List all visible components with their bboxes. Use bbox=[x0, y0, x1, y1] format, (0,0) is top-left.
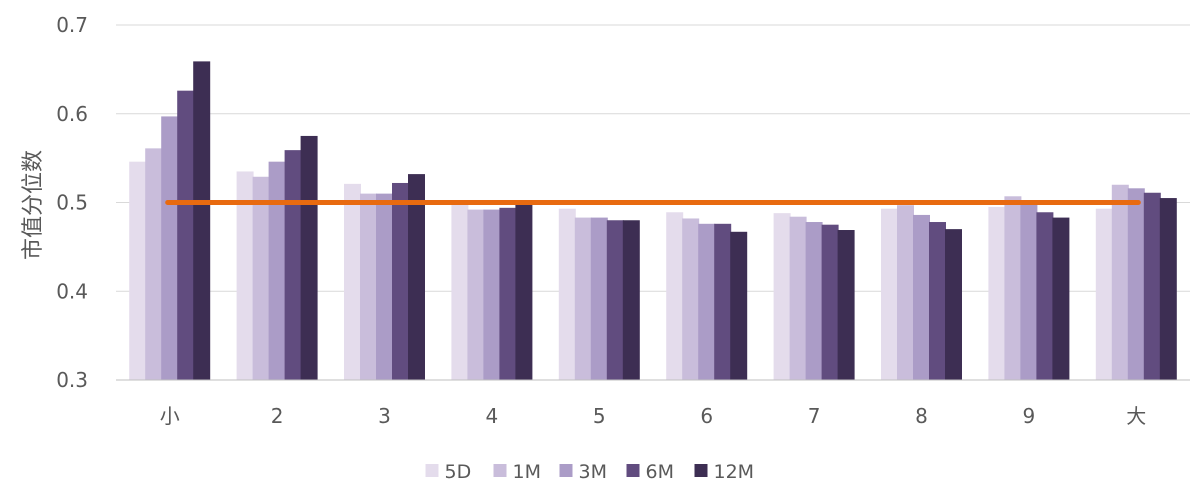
bar-12m-4 bbox=[515, 202, 533, 380]
bar-3m-3 bbox=[376, 193, 393, 380]
bars bbox=[129, 61, 1177, 381]
bar-1m-3 bbox=[360, 193, 377, 380]
bar-3m-5 bbox=[590, 217, 608, 380]
x-tick-label: 4 bbox=[486, 404, 499, 428]
x-tick-label: 9 bbox=[1023, 404, 1036, 428]
x-tick-label: 小 bbox=[160, 404, 180, 428]
legend-swatch-12m bbox=[694, 464, 708, 477]
bar-3m-6 bbox=[698, 223, 716, 380]
bar-6m-7 bbox=[821, 224, 839, 380]
bar-1m-5 bbox=[574, 217, 592, 380]
bar-1m-7 bbox=[789, 216, 807, 380]
bar-5d-9 bbox=[988, 206, 1006, 380]
bar-1m-1 bbox=[145, 148, 163, 380]
legend-swatch-1m bbox=[493, 464, 507, 477]
bar-12m-1 bbox=[193, 61, 211, 380]
y-tick-label: 0.7 bbox=[56, 13, 88, 37]
bar-12m-7 bbox=[837, 230, 855, 380]
x-tick-label: 8 bbox=[915, 404, 928, 428]
bar-5d-4 bbox=[451, 202, 469, 380]
y-axis-label: 市值分位数 bbox=[21, 150, 46, 260]
legend-label-3m: 3M bbox=[579, 461, 607, 483]
bar-6m-8 bbox=[929, 222, 946, 380]
bar-5d-2 bbox=[236, 171, 254, 380]
bar-12m-6 bbox=[730, 231, 748, 380]
bar-12m-2 bbox=[300, 135, 318, 380]
y-tick-label: 0.6 bbox=[56, 102, 88, 126]
x-tick-label: 7 bbox=[808, 404, 821, 428]
x-tick-label: 3 bbox=[378, 404, 391, 428]
bar-5d-10 bbox=[1095, 208, 1113, 380]
bar-12m-3 bbox=[408, 174, 425, 380]
bar-1m-10 bbox=[1111, 184, 1129, 380]
bar-3m-9 bbox=[1020, 201, 1038, 380]
legend-label-1m: 1M bbox=[513, 461, 541, 483]
bar-3m-2 bbox=[268, 161, 286, 380]
bar-5d-8 bbox=[881, 208, 898, 380]
bar-12m-9 bbox=[1052, 217, 1070, 380]
bar-12m-5 bbox=[622, 220, 640, 380]
legend-label-5d: 5D bbox=[445, 461, 472, 483]
bar-1m-4 bbox=[467, 209, 485, 380]
bar-3m-10 bbox=[1127, 188, 1145, 380]
bar-1m-8 bbox=[897, 205, 914, 380]
bar-5d-6 bbox=[666, 212, 684, 380]
legend-swatch-6m bbox=[626, 464, 640, 477]
bar-12m-8 bbox=[945, 229, 962, 380]
x-tick-label: 5 bbox=[593, 404, 606, 428]
bar-12m-10 bbox=[1159, 198, 1177, 380]
bar-5d-5 bbox=[558, 208, 576, 380]
x-tick-label: 大 bbox=[1126, 404, 1146, 428]
bar-6m-10 bbox=[1143, 192, 1161, 380]
bar-6m-4 bbox=[499, 207, 517, 380]
bar-5d-3 bbox=[344, 183, 361, 380]
bar-6m-2 bbox=[284, 150, 302, 380]
y-axis-ticks: 0.3 0.4 0.5 0.6 0.7 bbox=[56, 13, 88, 392]
x-tick-label: 2 bbox=[271, 404, 284, 428]
bar-6m-1 bbox=[177, 90, 195, 381]
bar-6m-9 bbox=[1036, 212, 1054, 380]
bar-6m-5 bbox=[606, 220, 624, 380]
bar-1m-2 bbox=[252, 176, 270, 380]
legend-swatch-5d bbox=[425, 464, 439, 477]
x-axis-ticks: 小 2 3 4 5 6 7 8 9 大 bbox=[160, 404, 1147, 428]
bar-3m-7 bbox=[805, 222, 823, 380]
x-tick-label: 6 bbox=[700, 404, 713, 428]
legend: 5D 1M 3M 6M 12M bbox=[425, 461, 755, 483]
bar-6m-3 bbox=[392, 182, 409, 380]
bar-1m-9 bbox=[1004, 196, 1022, 380]
bar-5d-1 bbox=[129, 161, 147, 380]
bar-1m-6 bbox=[682, 218, 700, 380]
legend-label-6m: 6M bbox=[646, 461, 674, 483]
y-tick-label: 0.4 bbox=[56, 279, 88, 303]
bar-5d-7 bbox=[773, 213, 791, 380]
bar-3m-4 bbox=[483, 209, 501, 380]
bar-3m-8 bbox=[913, 214, 930, 380]
legend-swatch-3m bbox=[559, 464, 573, 477]
y-tick-label: 0.3 bbox=[56, 368, 88, 392]
y-tick-label: 0.5 bbox=[56, 191, 88, 215]
legend-label-12m: 12M bbox=[714, 461, 755, 483]
bar-6m-6 bbox=[714, 223, 732, 380]
bar-3m-1 bbox=[161, 116, 179, 380]
